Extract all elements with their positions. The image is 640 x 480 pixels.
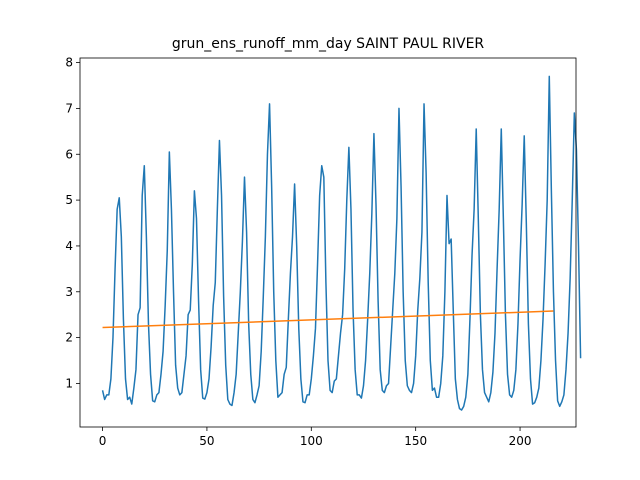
x-tick-label: 100 [300,434,323,448]
series-line-1 [101,75,582,411]
y-tick-label: 4 [65,239,73,253]
y-tick-label: 8 [65,56,73,70]
x-tick-label: 150 [404,434,427,448]
series-layer [101,75,582,411]
y-tick-label: 3 [65,285,73,299]
y-tick-label: 2 [65,331,73,345]
x-tick-label: 200 [509,434,532,448]
x-tick-label: 0 [99,434,107,448]
x-tick-label: 50 [199,434,214,448]
x-axis: 0 50 100 150 200 [99,427,532,448]
series-line-2 [102,310,554,329]
y-tick-label: 6 [65,147,73,161]
y-tick-label: 1 [65,376,73,390]
y-tick-label: 7 [65,101,73,115]
plot-frame [79,57,577,428]
chart-title: grun_ens_runoff_mm_day SAINT PAUL RIVER [172,36,485,52]
y-axis: 1 2 3 4 5 6 7 8 [65,56,80,390]
y-tick-label: 5 [65,193,73,207]
